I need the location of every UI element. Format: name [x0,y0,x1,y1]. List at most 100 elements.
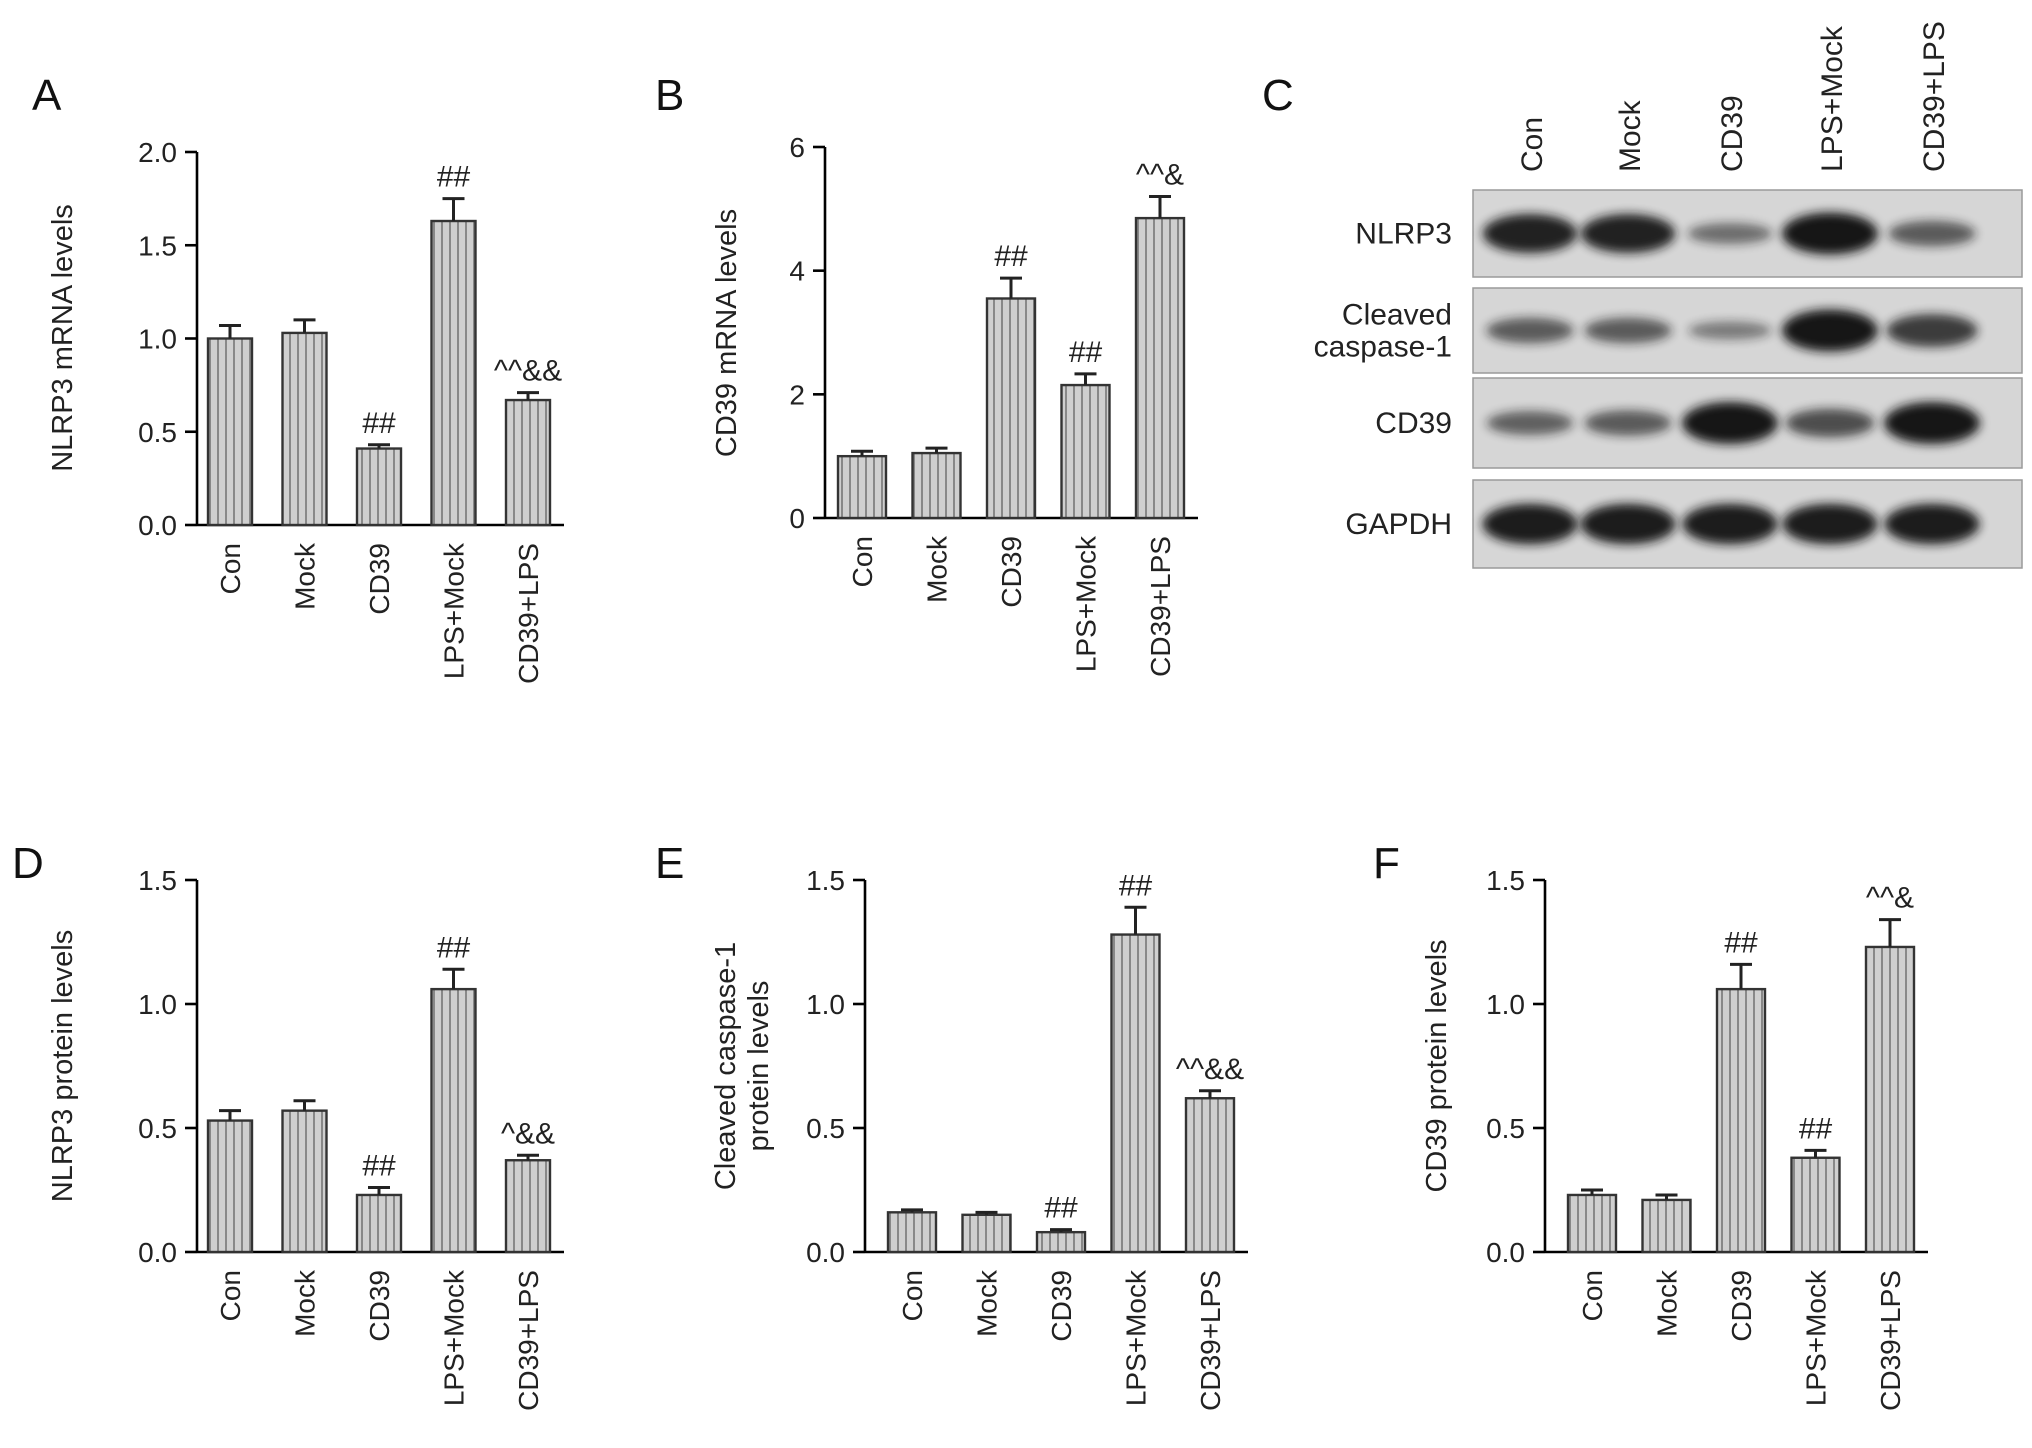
y-tick-label: 1.5 [138,230,177,261]
y-axis-label: Cleaved caspase-1 [710,942,742,1190]
bar [961,1213,1012,1254]
blot-band [1486,411,1574,435]
y-tick-label: 0.5 [138,1113,177,1144]
error-bar [442,967,465,990]
significance-label: ## [1119,869,1153,902]
blot-band [1888,220,1976,247]
significance-label: ## [362,1150,396,1183]
error-bar [925,446,948,454]
category-label: Mock [972,1269,1003,1337]
error-bar [517,1153,539,1161]
bar [836,454,888,520]
error-bar [1000,276,1022,299]
blot-row-label: Cleaved [1342,299,1452,332]
y-tick-label: 1.0 [138,989,177,1020]
blot-band [1682,402,1778,444]
blot-band [1782,309,1878,352]
error-bar [901,1208,923,1213]
y-tick-label: 0 [789,503,805,534]
error-bar [1730,962,1752,990]
blot-band [1584,410,1672,436]
blot-band [1580,214,1676,253]
blot-band [1486,317,1574,344]
blot-band [1482,503,1578,545]
error-bar [442,197,465,222]
y-tick-label: 1.5 [138,865,177,896]
category-label: CD39 [1046,1270,1077,1342]
bar [206,337,254,527]
chart-d: 0.0 0.5 1.0 1.5 NLRP3 protein levels Con Mock #… [47,865,564,1411]
blot-band [1886,314,1978,347]
category-label: Con [1577,1270,1608,1321]
significance-label: ## [1069,336,1103,369]
y-tick-label: 2.0 [138,137,177,168]
category-label: CD39 [996,536,1027,608]
bar [206,1119,254,1254]
chart-f: 0.0 0.5 1.0 1.5 CD39 protein levels Con Mock ##… [1421,865,1928,1411]
category-label: CD39 [364,1270,395,1342]
lane-label: Con [1516,117,1549,172]
panel-label-f: F [1373,839,1400,888]
bar [1715,987,1767,1254]
category-label: LPS+Mock [1121,1269,1152,1406]
significance-label: ## [437,931,471,964]
error-bar [1581,1188,1603,1195]
y-tick-label: 1.0 [806,989,845,1020]
bar [1184,1097,1236,1254]
bar [504,1159,552,1254]
bar [355,447,403,527]
y-tick-label: 2 [789,379,805,410]
blot-band [1688,321,1772,340]
error-bar [851,449,873,457]
y-tick-label: 1.0 [138,324,177,355]
category-label: LPS+Mock [1071,535,1102,672]
panel-label-b: B [655,71,684,120]
error-bar [975,1210,998,1215]
y-tick-label: 6 [789,132,805,163]
significance-label: ## [437,161,471,194]
chart-e: 0.0 0.5 1.0 1.5 Cleaved caspase-1 protein lev… [710,865,1248,1411]
y-tick-label: 1.5 [1486,865,1525,896]
bar [430,987,477,1254]
chart-b: 0 2 4 6 CD39 mRNA levels Con Mock ## CD39 ## LPS+M… [711,132,1198,677]
significance-label: ^^&& [494,355,562,388]
blot-band [1782,212,1878,255]
significance-label: ## [994,240,1028,273]
error-bar [517,391,539,401]
y-tick-label: 4 [789,256,805,287]
bar [1566,1193,1618,1254]
blot-row-label: NLRP3 [1355,218,1452,251]
y-axis-label: NLRP3 mRNA levels [47,204,79,472]
bar [1790,1156,1841,1254]
bar [886,1211,938,1254]
blot-band [1580,503,1676,545]
error-bar [1050,1228,1072,1233]
significance-label: ## [1724,926,1758,959]
significance-label: ^^&& [1176,1053,1244,1086]
chart-a: 0.0 0.5 1.0 1.5 2.0 NLRP3 mRNA levels Con Mock #… [47,137,564,684]
category-label: Mock [1652,1269,1683,1337]
error-bar [1804,1148,1827,1158]
y-tick-label: 1.5 [806,865,845,896]
blot-band [1482,214,1578,253]
y-tick-label: 0.5 [138,417,177,448]
bar [985,297,1037,520]
y-tick-label: 0.0 [1486,1237,1525,1268]
bar [1641,1198,1692,1254]
error-bar [1074,372,1097,386]
y-tick-label: 0.0 [138,1237,177,1268]
error-bar [1149,194,1171,219]
panel-label-e: E [655,839,684,888]
bar [504,398,552,527]
lane-label: Mock [1614,99,1647,172]
blot-band [1782,503,1878,545]
y-tick-label: 0.0 [806,1237,845,1268]
category-label: Mock [290,1269,321,1337]
category-label: CD39 [364,543,395,615]
y-axis-label: CD39 mRNA levels [711,209,743,457]
bar [430,219,477,527]
significance-label: ## [1044,1192,1078,1225]
y-tick-label: 0.5 [806,1113,845,1144]
category-label: LPS+Mock [439,1269,470,1406]
blot-row-label: GAPDH [1345,508,1452,541]
